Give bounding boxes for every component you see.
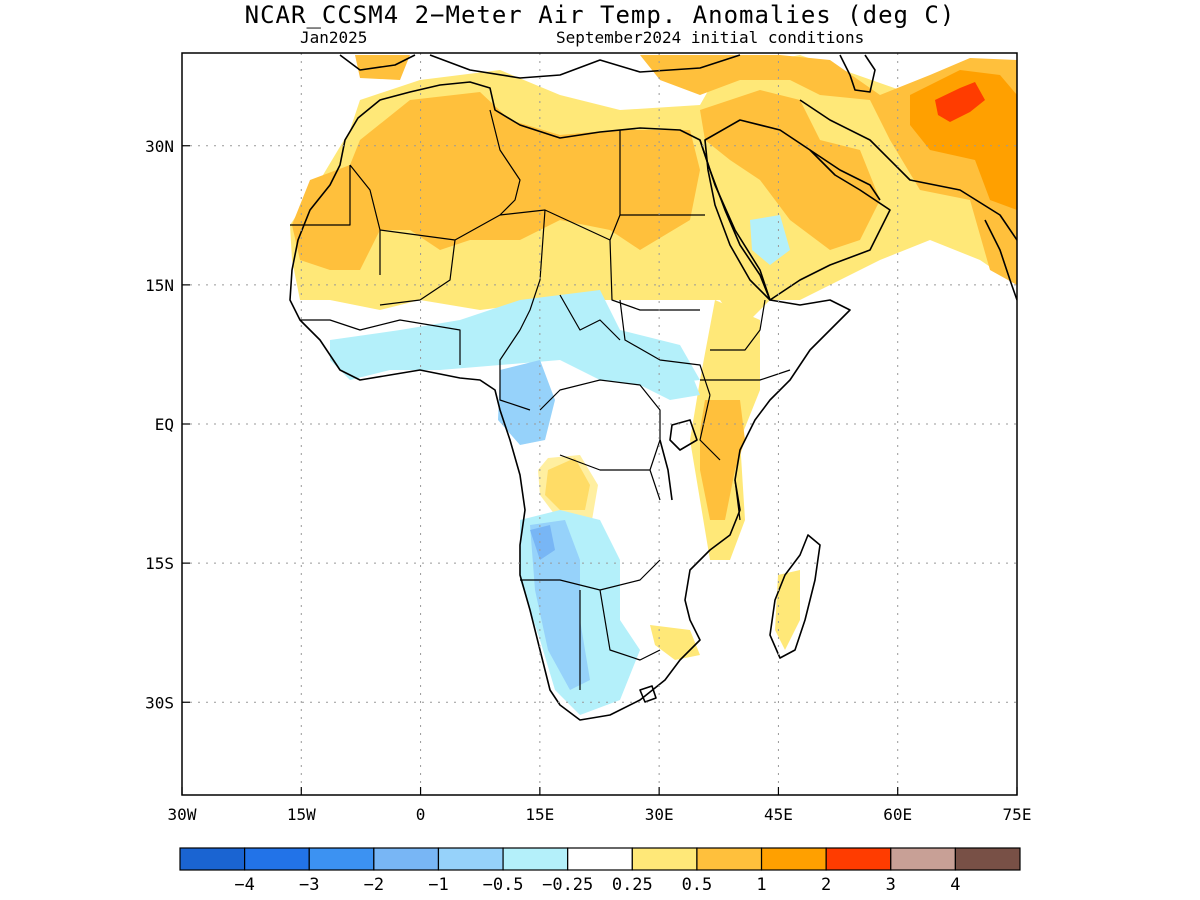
country-borders	[290, 109, 791, 690]
colorbar-label: −0.5	[483, 875, 524, 895]
lat-tick-label: 30N	[145, 137, 174, 156]
madagascar-coastline	[769, 534, 821, 659]
lake-victoria	[669, 419, 698, 451]
colorbar-swatch	[437, 847, 504, 871]
lon-tick-label: 30E	[645, 805, 674, 824]
colorbar-label: −0.25	[542, 875, 593, 895]
colorbar-swatch	[308, 847, 375, 871]
arabia-coastline	[704, 119, 891, 301]
lesotho-border	[639, 685, 657, 703]
anomaly-cool-0-5-congo	[498, 360, 555, 445]
colorbar-label: 4	[950, 875, 960, 895]
colorbar-label: 3	[886, 875, 896, 895]
colorbar-label: −4	[234, 875, 254, 895]
anomaly-warm-1-east-africa	[700, 400, 745, 520]
india-coast	[984, 219, 1017, 301]
longitude-axis: 30W 15W 0 15E 30E 45E 60E 75E	[168, 787, 1032, 824]
colorbar: −4 −3 −2 −1 −0.5 −0.25 0.25 0.5 1 2 3 4	[179, 847, 1021, 895]
initial-conditions: September2024 initial conditions	[556, 28, 865, 47]
anomaly-field	[290, 55, 1017, 715]
colorbar-swatch	[890, 847, 956, 871]
anomaly-warm-0-5-mozambique	[650, 625, 700, 660]
persian-gulf-coast	[799, 99, 1017, 241]
colorbar-swatch	[954, 847, 1021, 871]
colorbar-label: 0.5	[682, 875, 713, 895]
colorbar-label: 2	[821, 875, 831, 895]
lon-tick-label: 15W	[287, 805, 316, 824]
colorbar-swatch	[244, 847, 310, 871]
colorbar-swatch	[502, 847, 569, 871]
map-title: NCAR_CCSM4 2−Meter Air Temp. Anomalies (…	[244, 1, 956, 29]
africa-coastline	[289, 81, 851, 721]
anomaly-warm-1-arabia	[700, 90, 880, 250]
colorbar-swatch	[631, 847, 698, 871]
colorbar-swatch	[760, 847, 827, 871]
anomaly-warm-3-hotspot	[935, 82, 985, 122]
anomaly-cool-0-5-namibia	[530, 520, 590, 690]
coastlines	[289, 54, 1017, 721]
lon-tick-label: 30W	[168, 805, 197, 824]
lat-tick-label: 15S	[145, 554, 174, 573]
lake-tanganyika	[659, 439, 673, 501]
lon-tick-label: 45E	[764, 805, 793, 824]
anomaly-cool-1-namibia	[530, 525, 555, 560]
colorbar-label: −3	[299, 875, 319, 895]
anomaly-cool-0-25-congo-east	[580, 340, 700, 400]
colorbar-swatch	[179, 847, 246, 871]
colorbar-label: 0.25	[612, 875, 653, 895]
anomaly-cool-0-25-ethiopia	[750, 215, 790, 265]
colorbar-swatch	[567, 847, 633, 871]
lon-tick-label: 60E	[883, 805, 912, 824]
lat-tick-label: 30S	[145, 693, 174, 712]
colorbar-swatch	[373, 847, 440, 871]
lat-tick-label: EQ	[155, 415, 174, 434]
lon-tick-label: 15E	[525, 805, 554, 824]
colorbar-swatch	[696, 847, 763, 871]
lon-tick-label: 75E	[1003, 805, 1032, 824]
europe-coast	[339, 54, 741, 79]
latitude-axis: 30N 15N EQ 15S 30S	[145, 137, 190, 712]
lat-tick-label: 15N	[145, 276, 174, 295]
colorbar-swatch	[825, 847, 892, 871]
colorbar-label: −1	[428, 875, 448, 895]
colorbar-label: 1	[756, 875, 766, 895]
forecast-month: Jan2025	[300, 28, 368, 47]
map-grid	[182, 53, 1017, 795]
anomaly-warm-0-5-madagascar	[775, 570, 800, 650]
lon-tick-label: 0	[416, 805, 426, 824]
anomaly-warm-0-5-angola	[538, 455, 598, 520]
colorbar-label: −2	[364, 875, 384, 895]
anomaly-warm-1-sahara	[292, 92, 700, 270]
caspian-coast	[839, 54, 876, 93]
red-sea-coast	[699, 139, 771, 301]
